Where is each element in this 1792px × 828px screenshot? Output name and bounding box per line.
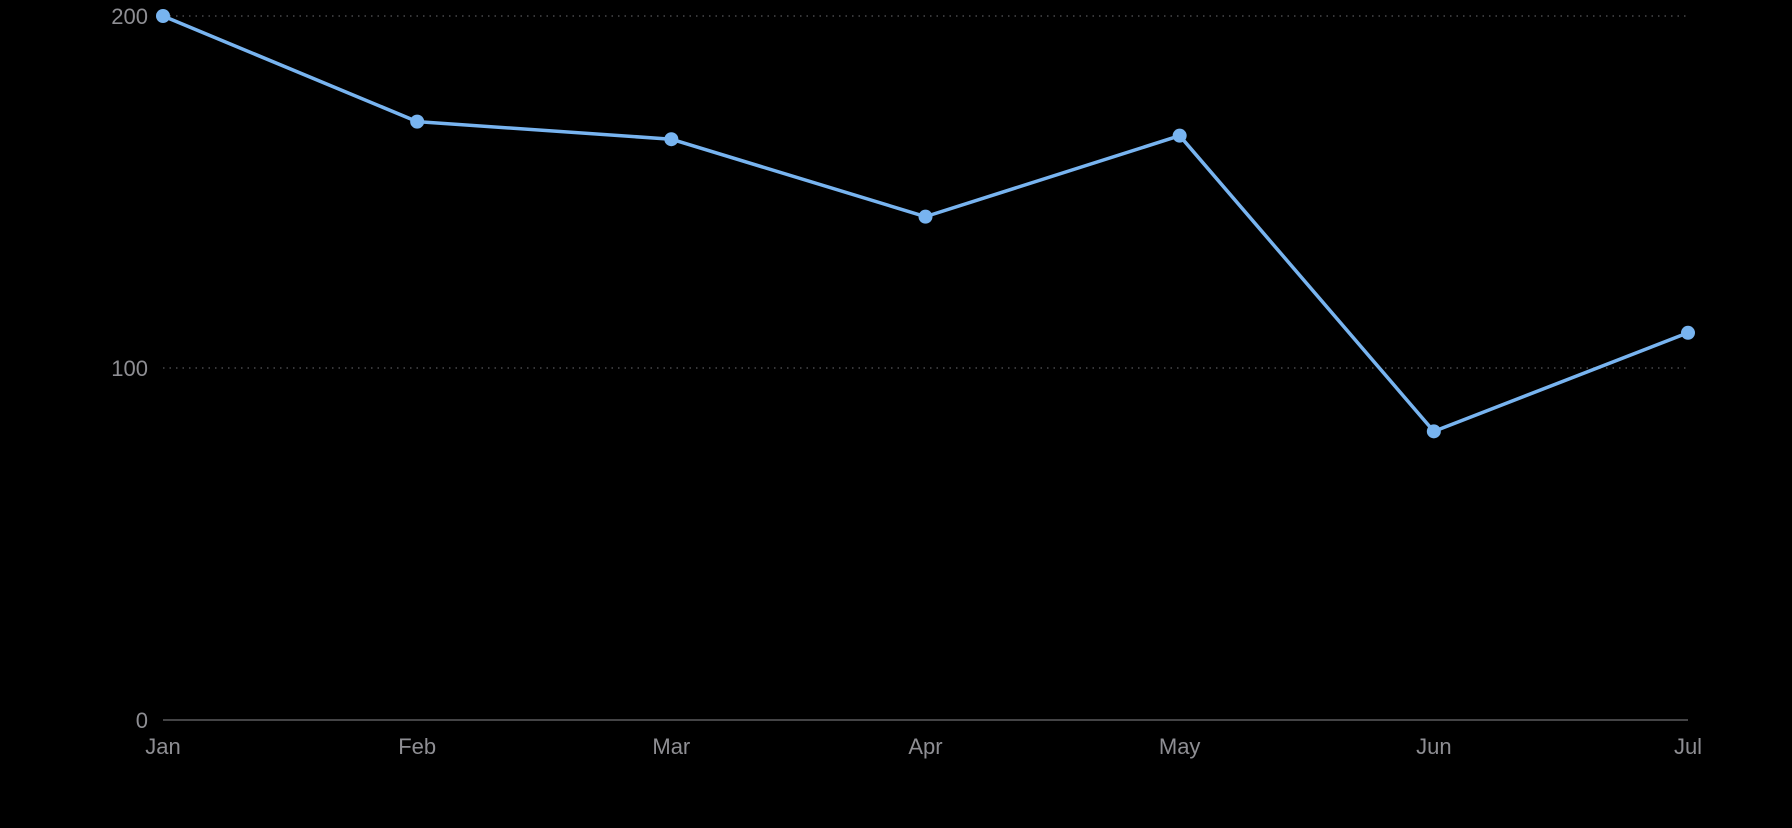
data-points (156, 9, 1695, 439)
data-point[interactable] (410, 114, 425, 129)
data-point[interactable] (918, 209, 933, 224)
gridlines (163, 15, 1688, 369)
x-axis-tick-labels: Jan Feb Mar Apr May Jun Jul (145, 734, 1702, 759)
data-point[interactable] (664, 132, 679, 147)
y-tick-label: 100 (111, 356, 148, 381)
x-tick-label: Jan (145, 734, 180, 759)
data-point[interactable] (1172, 128, 1187, 143)
x-tick-label: Jul (1674, 734, 1702, 759)
data-point[interactable] (156, 9, 170, 23)
x-tick-label: Jun (1416, 734, 1451, 759)
x-tick-label: May (1159, 734, 1201, 759)
series-line (161, 14, 1690, 434)
x-tick-label: Feb (398, 734, 436, 759)
x-tick-label: Mar (652, 734, 690, 759)
y-axis-tick-labels: 0 100 200 (111, 4, 148, 733)
y-tick-label: 200 (111, 4, 148, 29)
x-tick-label: Apr (908, 734, 942, 759)
data-point[interactable] (1426, 424, 1441, 439)
series-line-layer (161, 14, 1690, 434)
data-point[interactable] (1681, 325, 1695, 340)
y-tick-label: 0 (136, 708, 148, 733)
